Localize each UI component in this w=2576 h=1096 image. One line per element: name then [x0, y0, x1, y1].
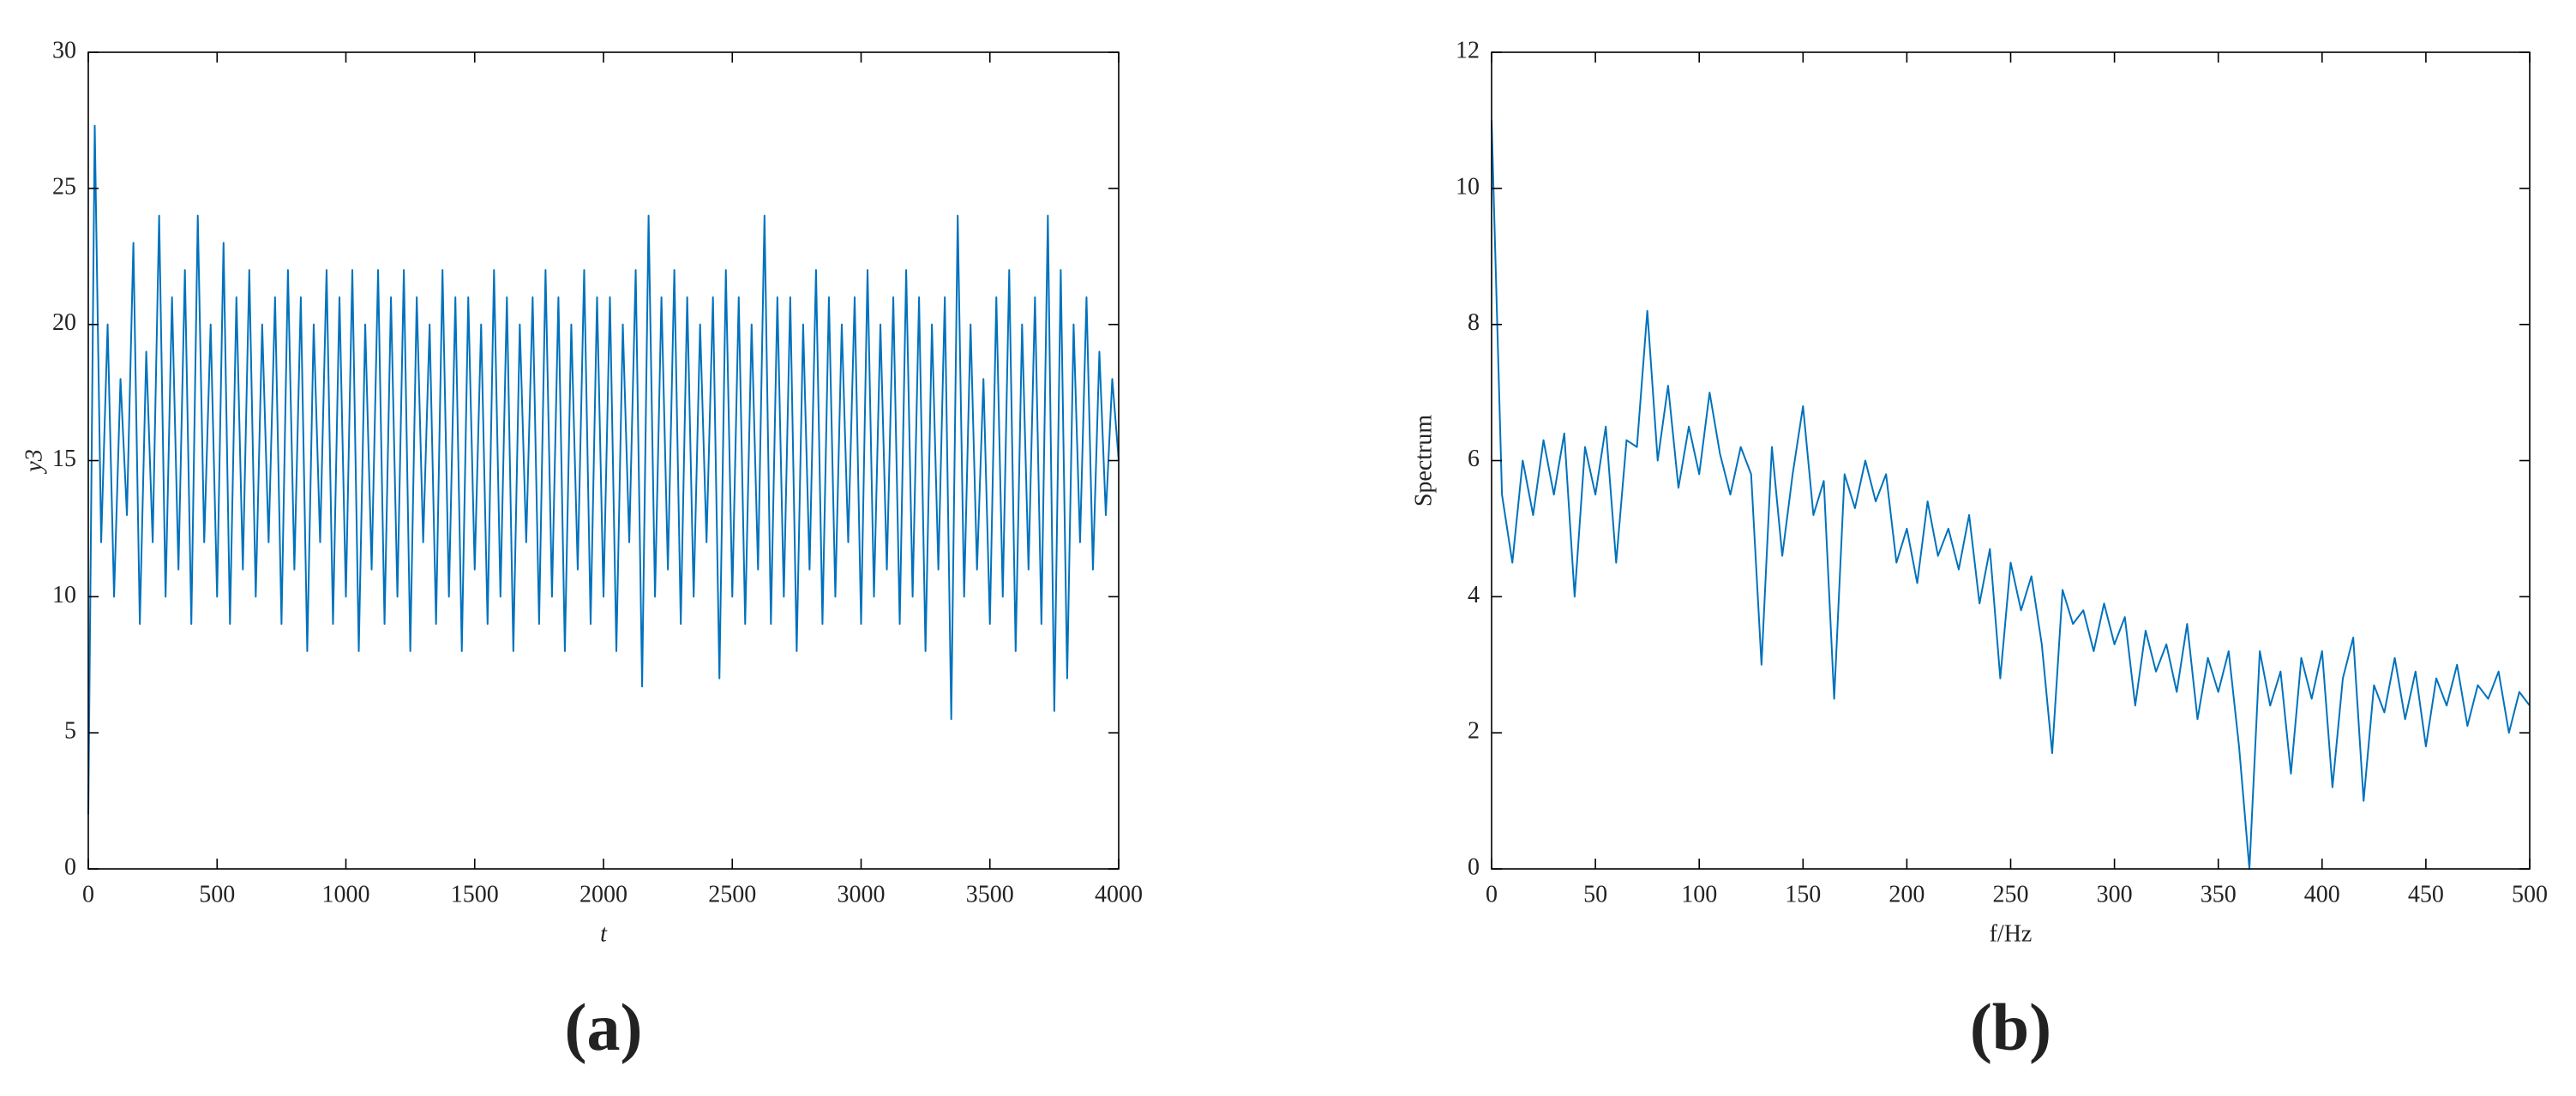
y-tick-label: 10	[1456, 173, 1480, 200]
x-tick-label: 500	[2512, 881, 2548, 907]
x-tick-label: 400	[2304, 881, 2340, 907]
plot-frame	[87, 51, 1120, 870]
x-tick-label: 1000	[322, 881, 370, 907]
x-tick-label: 50	[1583, 881, 1607, 907]
x-tick-label: 500	[199, 881, 235, 907]
x-tick-label: 0	[82, 881, 94, 907]
data-line	[87, 124, 1120, 815]
plot-frame	[1491, 51, 2531, 870]
x-axis-label: t	[600, 920, 608, 947]
y-tick-label: 25	[52, 173, 76, 200]
x-tick-label: 350	[2201, 881, 2237, 907]
x-tick-label: 0	[1486, 881, 1498, 907]
y-tick-label: 5	[64, 718, 76, 745]
x-tick-label: 250	[1993, 881, 2029, 907]
x-tick-label: 2500	[708, 881, 756, 907]
y-tick-label: 8	[1468, 309, 1480, 336]
x-axis-label: f/Hz	[1990, 920, 2033, 947]
x-tick-label: 4000	[1095, 881, 1143, 907]
y-tick-label: 20	[52, 309, 76, 336]
panel-label: (a)	[565, 990, 643, 1064]
y-axis-label: Spectrum	[1410, 415, 1437, 507]
y-axis-label: y3	[21, 449, 47, 474]
y-tick-label: 6	[1468, 446, 1480, 472]
x-tick-label: 300	[2097, 881, 2133, 907]
x-tick-label: 100	[1681, 881, 1717, 907]
y-tick-label: 30	[52, 37, 76, 63]
y-tick-label: 10	[52, 582, 76, 608]
data-line	[1491, 120, 2531, 870]
y-tick-label: 15	[52, 446, 76, 472]
x-tick-label: 3000	[838, 881, 886, 907]
y-tick-label: 12	[1456, 37, 1480, 63]
panel-label: (b)	[1970, 990, 2051, 1064]
y-tick-label: 2	[1468, 718, 1480, 745]
y-tick-label: 0	[1468, 853, 1480, 880]
x-tick-label: 200	[1888, 881, 1924, 907]
x-tick-label: 150	[1785, 881, 1821, 907]
x-tick-label: 2000	[579, 881, 627, 907]
y-tick-label: 0	[64, 853, 76, 880]
y-tick-label: 4	[1468, 582, 1480, 608]
x-tick-label: 3500	[966, 881, 1014, 907]
x-tick-label: 1500	[451, 881, 499, 907]
x-tick-label: 450	[2408, 881, 2444, 907]
